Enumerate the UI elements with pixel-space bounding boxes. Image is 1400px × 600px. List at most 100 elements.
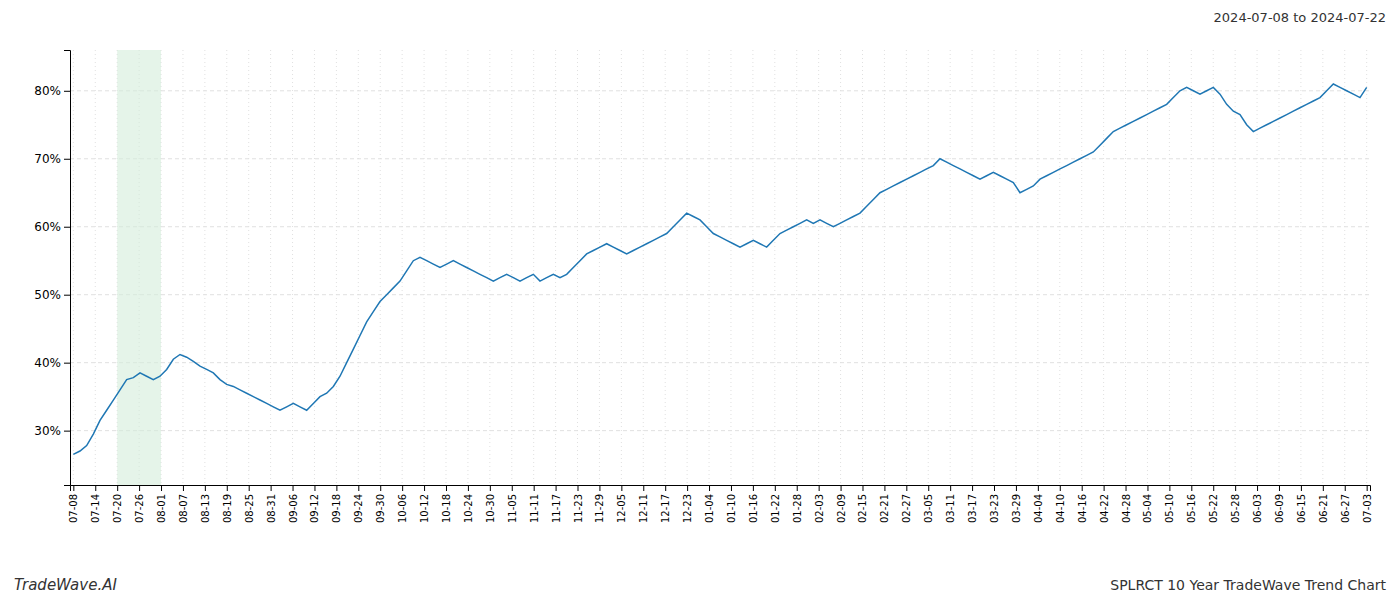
x-tick: 08-25 [244, 485, 255, 523]
x-tick-mark [271, 485, 272, 491]
x-tick: 08-31 [266, 485, 277, 523]
x-tick-mark [183, 485, 184, 491]
x-tick: 07-20 [112, 485, 123, 523]
grid-line-x [73, 50, 74, 485]
grid-line-x [884, 50, 885, 485]
y-tick-mark [64, 431, 70, 432]
marks [73, 50, 1366, 485]
x-tick-label: 06-27 [1340, 494, 1351, 523]
x-tick-mark [139, 485, 140, 491]
grid-line-x [1344, 50, 1345, 485]
x-tick: 09-24 [353, 485, 364, 523]
x-tick-mark [862, 485, 863, 491]
grid-line-x [555, 50, 556, 485]
grid-line-x [1015, 50, 1016, 485]
x-tick: 08-01 [156, 485, 167, 523]
grid-line-x [380, 50, 381, 485]
grid-line-x [1300, 50, 1301, 485]
grid-line-x [599, 50, 600, 485]
y-tick-mark [64, 295, 70, 296]
x-tick: 06-21 [1318, 485, 1329, 523]
x-tick: 09-06 [288, 485, 299, 523]
x-tick-label: 08-13 [200, 494, 211, 523]
x-tick-label: 09-12 [309, 494, 320, 523]
x-tick-label: 08-25 [244, 494, 255, 523]
x-tick: 08-19 [222, 485, 233, 523]
x-tick-label: 10-24 [463, 494, 474, 523]
x-tick-label: 02-09 [836, 494, 847, 523]
x-tick-mark [928, 485, 929, 491]
x-tick-mark [1104, 485, 1105, 491]
x-tick-mark [534, 485, 535, 491]
y-tick: 80% [34, 84, 70, 98]
grid-line-x [840, 50, 841, 485]
x-tick-mark [161, 485, 162, 491]
x-tick-label: 05-22 [1208, 494, 1219, 523]
title: SPLRCT 10 Year TradeWave Trend Chart [1110, 577, 1386, 593]
y-tick-label: 60% [34, 220, 61, 234]
grid-line-x [1257, 50, 1258, 485]
y-tick-label: 70% [34, 152, 61, 166]
grid-line-x [1191, 50, 1192, 485]
grid-line-x [730, 50, 731, 485]
x-tick-mark [512, 485, 513, 491]
x-tick-label: 06-03 [1252, 494, 1263, 523]
x-tick: 04-22 [1099, 485, 1110, 523]
x-tick-mark [336, 485, 337, 491]
x-tick-mark [95, 485, 96, 491]
x-tick-mark [1060, 485, 1061, 491]
x-tick-mark [358, 485, 359, 491]
x-tick-mark [1016, 485, 1017, 491]
x-tick: 03-05 [923, 485, 934, 523]
grid-line-y [70, 226, 1370, 227]
plot-area: 07-0807-1407-2007-2608-0108-0708-1308-19… [34, 50, 1372, 523]
x-tick: 07-08 [68, 485, 79, 523]
x-tick-label: 04-22 [1099, 494, 1110, 523]
x-tick-mark [1126, 485, 1127, 491]
x-tick: 05-22 [1208, 485, 1219, 523]
x-tick-label: 06-21 [1318, 494, 1329, 523]
x-tick-mark [884, 485, 885, 491]
grid-line-y [70, 90, 1370, 91]
x-axis: 07-0807-1407-2007-2608-0108-0708-1308-19… [68, 485, 1372, 523]
x-tick-mark [1301, 485, 1302, 491]
x-tick-label: 08-07 [178, 494, 189, 523]
grid-line-x [402, 50, 403, 485]
grid-line-x [665, 50, 666, 485]
x-tick-label: 09-24 [353, 494, 364, 523]
x-tick: 08-13 [200, 485, 211, 523]
x-tick: 03-17 [967, 485, 978, 523]
grid-line-x [1147, 50, 1148, 485]
y-tick: 50% [34, 288, 70, 302]
y-axis-line [64, 51, 71, 486]
grid-line-y [70, 362, 1370, 363]
x-tick: 10-24 [463, 485, 474, 523]
x-tick-label: 12-17 [660, 494, 671, 523]
x-tick: 10-06 [397, 485, 408, 523]
x-tick: 12-11 [638, 485, 649, 523]
x-tick-mark [841, 485, 842, 491]
x-tick-label: 02-21 [879, 494, 890, 523]
x-tick: 03-23 [989, 485, 1000, 523]
grid-line-x [994, 50, 995, 485]
x-tick: 11-05 [507, 485, 518, 523]
x-tick-mark [73, 485, 74, 491]
x-tick-label: 01-04 [704, 494, 715, 523]
x-tick: 04-28 [1121, 485, 1132, 523]
x-tick-label: 08-19 [222, 494, 233, 523]
x-tick-label: 05-16 [1186, 494, 1197, 523]
x-tick-mark [227, 485, 228, 491]
x-tick-label: 03-17 [967, 494, 978, 523]
grid-line-x [1081, 50, 1082, 485]
grid-line-x [687, 50, 688, 485]
x-tick-mark [1235, 485, 1236, 491]
x-tick-label: 10-30 [485, 494, 496, 523]
x-tick-label: 03-29 [1011, 494, 1022, 523]
x-tick: 05-10 [1164, 485, 1175, 523]
chart: 07-0807-1407-2007-2608-0108-0708-1308-19… [0, 0, 1400, 600]
x-tick: 07-26 [134, 485, 145, 523]
x-tick-mark [117, 485, 118, 491]
x-tick-label: 01-16 [748, 494, 759, 523]
x-tick-mark [1169, 485, 1170, 491]
x-tick: 06-15 [1296, 485, 1307, 523]
